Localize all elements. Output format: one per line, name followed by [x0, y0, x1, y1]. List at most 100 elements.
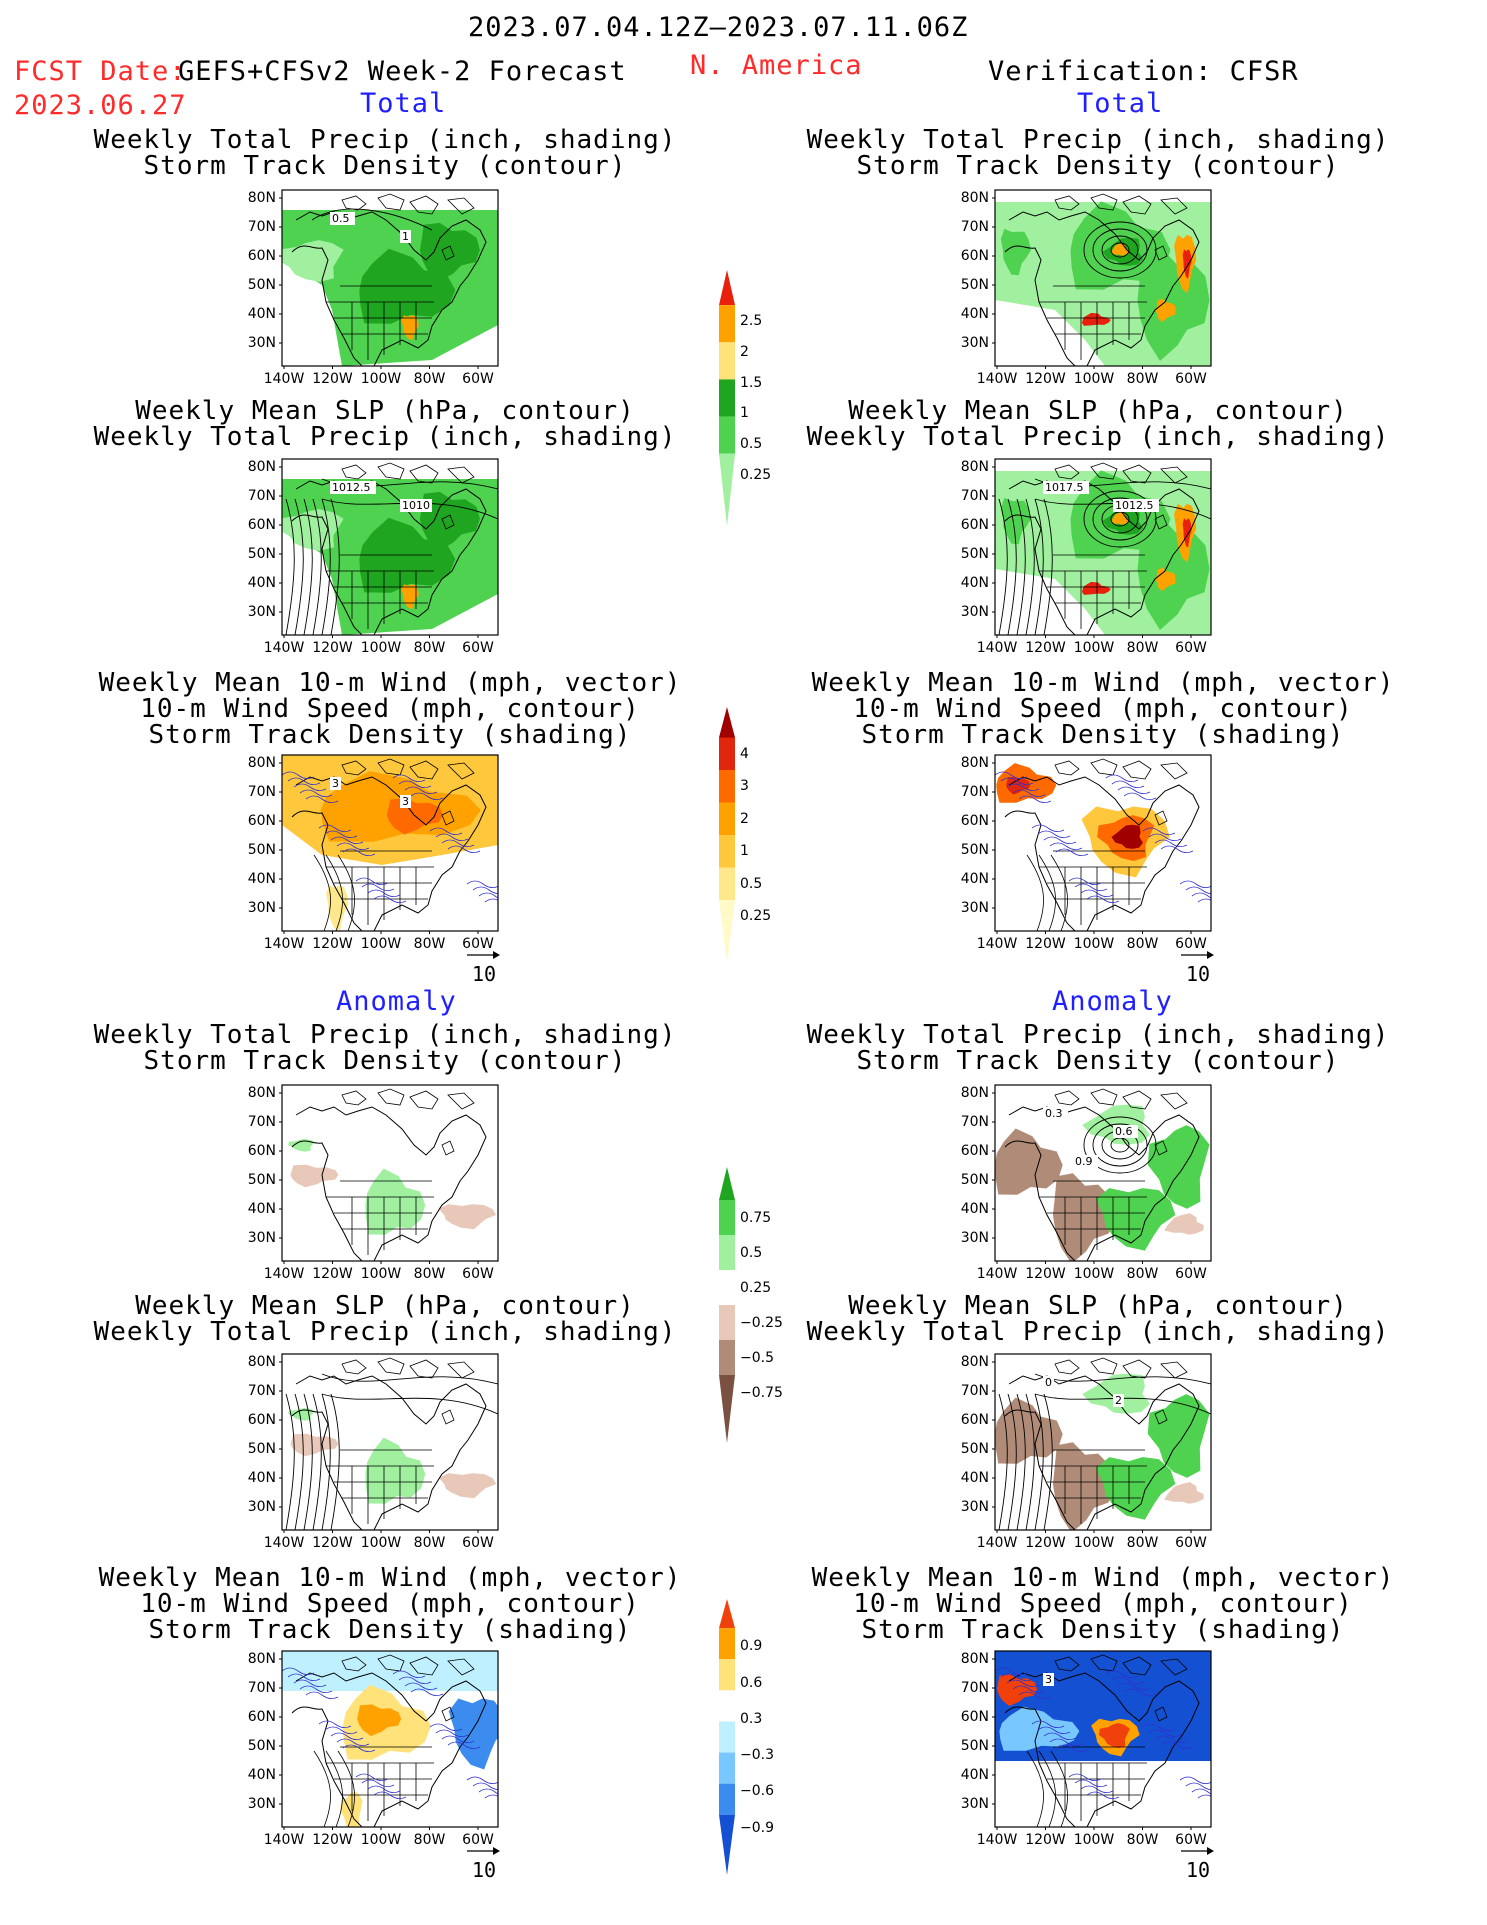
state-borders	[1039, 1746, 1147, 1821]
wind-vector	[1160, 845, 1194, 853]
slp-contour	[1007, 1393, 1017, 1530]
wind-vector	[1018, 795, 1052, 803]
coastline	[291, 1672, 487, 1827]
wind-speed-contour	[337, 1750, 355, 1827]
lon-label: 100W	[361, 1535, 402, 1551]
colorbar-label: −0.5	[740, 1349, 774, 1366]
colorbar-label: 0.9	[740, 1638, 763, 1655]
map-panel: 80N 70N 60N 50N 40N 30N 140W 120W 100W 80W 60W	[961, 754, 1212, 952]
section-anomaly-right: Anomaly	[1052, 986, 1173, 1017]
fcst-date-value: 2023.06.27	[14, 90, 187, 121]
lat-label: 60N	[961, 1412, 989, 1428]
lon-label: 100W	[361, 640, 402, 656]
panel-title-line: Storm Track Density (contour)	[143, 151, 627, 181]
slp-contour	[1034, 498, 1044, 635]
lat-label: 60N	[248, 813, 276, 829]
section-total-right: Total	[1077, 88, 1164, 119]
anomaly-shading	[997, 1674, 1037, 1707]
panel-title-line: Weekly Total Precip (inch, shading)	[806, 125, 1390, 155]
panel-title-line: Weekly Total Precip (inch, shading)	[93, 1317, 677, 1347]
contour-label-bg	[1113, 1394, 1124, 1407]
lon-label: 140W	[264, 1266, 305, 1282]
wind-vector	[330, 836, 364, 844]
slp-contour	[294, 498, 304, 635]
colorbar-label: 1	[740, 843, 749, 860]
lat-label: 30N	[961, 1499, 989, 1515]
lat-label: 80N	[961, 1651, 989, 1667]
colorbar-segment	[719, 707, 735, 738]
verification-label: Verification: CFSR	[988, 56, 1299, 87]
panel-title-line: Weekly Mean 10-m Wind (mph, vector)	[98, 668, 682, 698]
anomaly-shading	[1052, 1442, 1113, 1530]
coastline	[291, 776, 487, 931]
lat-label: 50N	[248, 546, 276, 562]
coastline	[341, 462, 475, 530]
lon-label: 60W	[1175, 1266, 1207, 1282]
storm-shading	[326, 885, 349, 931]
wind-vector	[299, 1685, 333, 1693]
map-panel: 80N 70N 60N 50N 40N 30N 140W 120W 100W 80W 60W	[248, 1650, 499, 1848]
wind-speed-contour	[1050, 854, 1068, 931]
lon-label: 60W	[462, 640, 494, 656]
wind-speed-contour	[325, 854, 343, 931]
wind-vector	[1086, 895, 1120, 903]
state-borders	[1039, 850, 1147, 925]
state-borders	[326, 554, 434, 629]
wind-vector	[1086, 1791, 1120, 1799]
wind-vector	[1123, 1688, 1157, 1696]
lat-label: 40N	[248, 1767, 276, 1783]
colorbar-segment	[719, 1721, 735, 1753]
colorbar-segment	[719, 1200, 735, 1235]
wind-vector	[355, 877, 389, 885]
wind-vector	[1191, 892, 1211, 899]
panel-title-line: Storm Track Density (shading)	[861, 720, 1345, 750]
wind-speed-contour	[1038, 1750, 1056, 1827]
lat-label: 50N	[248, 1441, 276, 1457]
panel-title-line: Weekly Mean SLP (hPa, contour)	[135, 396, 635, 426]
colorbar-label: 3	[740, 778, 749, 795]
panel-title-line: Weekly Total Precip (inch, shading)	[806, 1317, 1390, 1347]
anomaly-shading	[438, 1204, 497, 1230]
wind-speed-contour	[1038, 854, 1056, 931]
wind-vector	[361, 883, 395, 891]
lat-label: 40N	[248, 1201, 276, 1217]
lat-label: 50N	[248, 842, 276, 858]
lat-label: 50N	[961, 277, 989, 293]
slp-contour	[998, 498, 1008, 635]
lat-label: 70N	[248, 219, 276, 235]
wind-vector	[435, 1729, 469, 1737]
lon-label: 120W	[1025, 1266, 1066, 1282]
wind-vector	[293, 1679, 327, 1687]
lat-label: 30N	[961, 1796, 989, 1812]
slp-contour	[1034, 1393, 1044, 1530]
wind-vector	[1074, 883, 1108, 891]
lat-label: 30N	[248, 604, 276, 620]
map-frame	[281, 754, 499, 932]
vector-reference-arrow	[1181, 1847, 1214, 1855]
vector-reference-label: 10	[472, 1858, 497, 1882]
lon-label: 60W	[462, 1266, 494, 1282]
lat-label: 50N	[961, 842, 989, 858]
anomaly-shading	[290, 1164, 339, 1188]
colorbar-segment	[719, 737, 735, 770]
panel-title-line: Storm Track Density (contour)	[143, 1046, 627, 1076]
contour-label-bg	[1113, 1125, 1138, 1138]
vector-reference-head	[1207, 1847, 1214, 1855]
lon-label: 80W	[414, 936, 446, 952]
panel-title-line: Storm Track Density (contour)	[856, 151, 1340, 181]
colorbar-label: 0.75	[740, 1209, 772, 1226]
wind-vector	[1043, 836, 1077, 844]
wind-vector	[484, 1794, 498, 1799]
slp-contour	[1025, 1393, 1035, 1530]
precip-shading	[1155, 298, 1176, 322]
wind-vector	[330, 1732, 364, 1740]
colorbar-segment	[719, 270, 735, 306]
wind-vector	[1148, 833, 1182, 841]
anomaly-shading	[1164, 1213, 1204, 1235]
storm-shading	[1006, 776, 1031, 795]
map-frame	[994, 1353, 1212, 1531]
panel-title-line: Weekly Total Precip (inch, shading)	[806, 1020, 1390, 1050]
precip-shading	[1081, 312, 1111, 326]
lat-label: 70N	[248, 488, 276, 504]
lat-label: 80N	[961, 755, 989, 771]
